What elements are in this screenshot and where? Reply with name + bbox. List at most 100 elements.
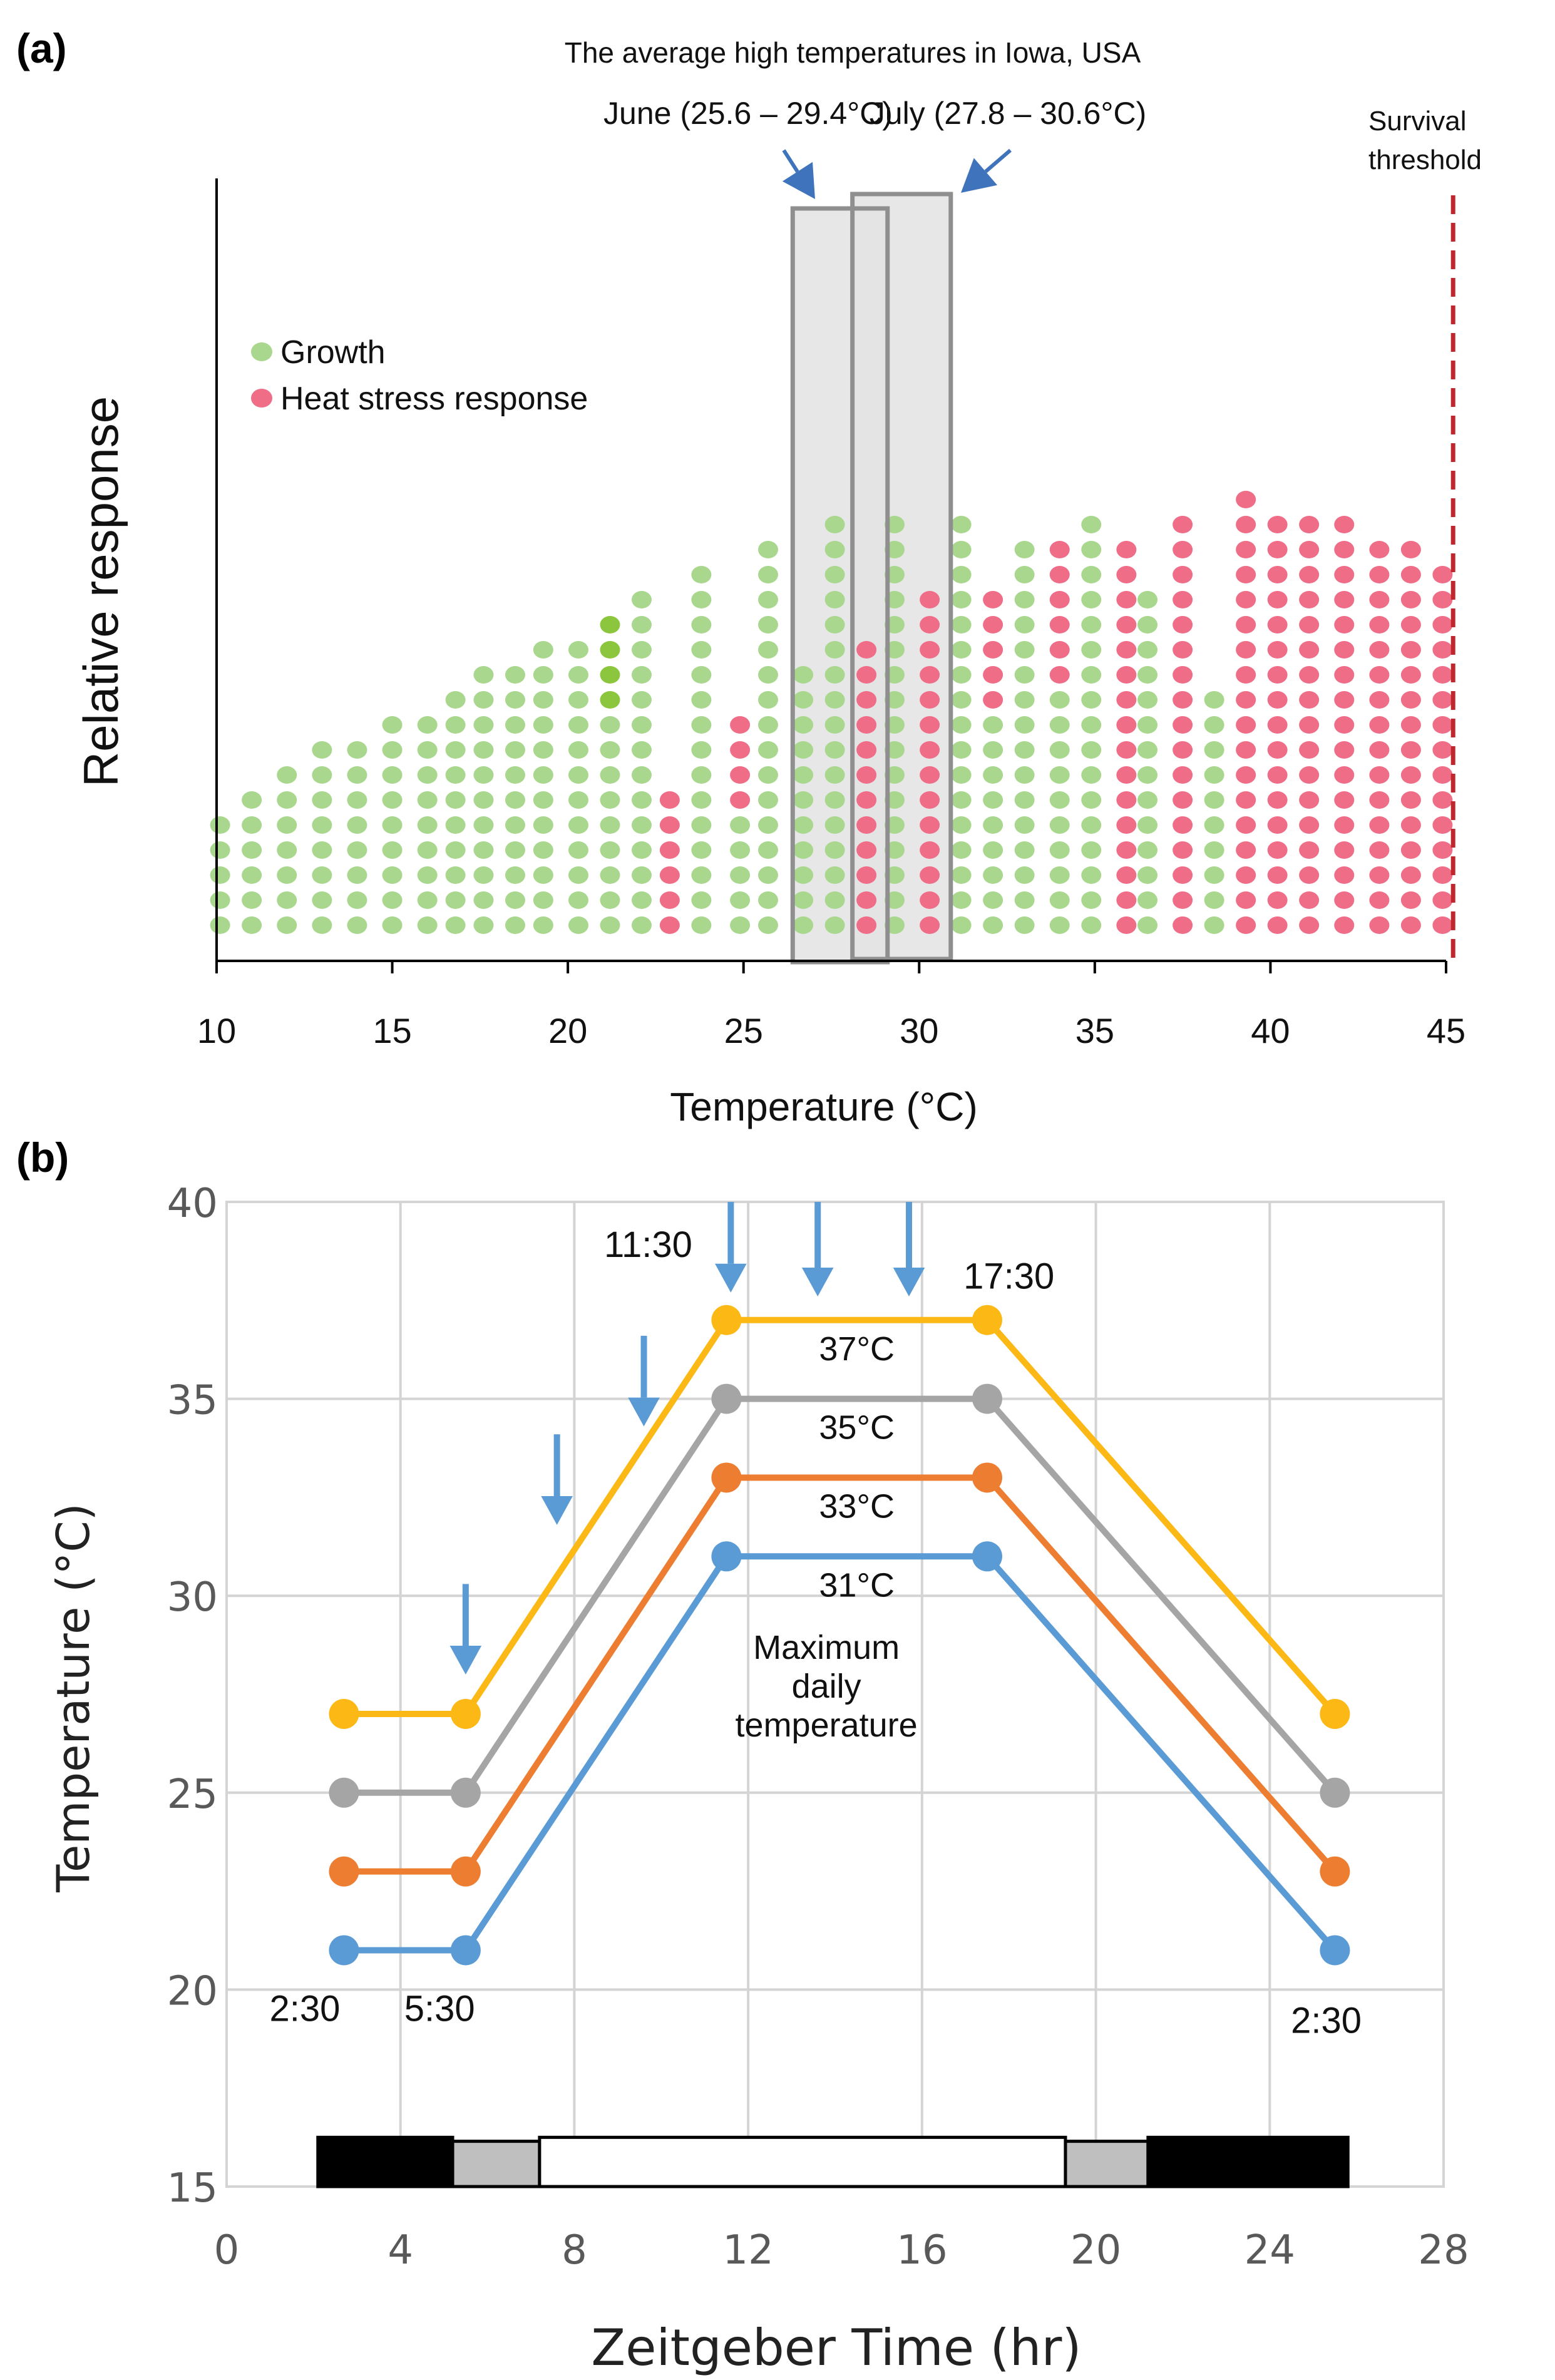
growth-dot <box>1014 541 1035 558</box>
growth-dot <box>1137 741 1158 759</box>
growth-dot <box>382 766 403 784</box>
growth-dot <box>568 716 588 734</box>
growth-dot <box>312 866 332 884</box>
heat-dot <box>730 766 751 784</box>
growth-dot <box>347 766 367 784</box>
growth-dot <box>1014 666 1035 684</box>
growth-dot <box>568 916 588 934</box>
heat-dot <box>1116 641 1137 659</box>
growth-dot <box>1081 816 1102 834</box>
growth-dot <box>983 841 1003 859</box>
heat-dot <box>1299 616 1320 633</box>
series-point <box>450 1935 481 1966</box>
july-label: July (27.8 – 30.6°C) <box>870 96 1146 131</box>
growth-dot <box>505 816 525 834</box>
growth-dot <box>757 541 778 558</box>
sampling-arrow-head <box>715 1263 747 1293</box>
heat-dot <box>856 641 877 659</box>
growth-dot <box>824 616 845 633</box>
heat-dot <box>856 691 877 709</box>
x-tick-label: 24 <box>1245 2227 1295 2274</box>
growth-dot <box>568 841 588 859</box>
heat-dot <box>1236 641 1256 659</box>
heat-dot <box>983 666 1003 684</box>
heat-dot <box>1299 591 1320 608</box>
june-arrow-shaft <box>782 149 799 173</box>
growth-dot <box>1137 616 1158 633</box>
growth-dot <box>730 866 751 884</box>
growth-dot <box>824 841 845 859</box>
growth-dot <box>505 691 525 709</box>
heat-dot <box>1400 741 1421 759</box>
growth-dot <box>1014 816 1035 834</box>
heat-dot <box>1334 816 1355 834</box>
growth-dot <box>1204 816 1224 834</box>
heat-dot <box>1299 916 1320 934</box>
series-point <box>450 1698 481 1729</box>
dot-columns <box>210 491 1453 934</box>
growth-dot <box>691 791 712 809</box>
growth-dot <box>568 891 588 909</box>
sampling-arrow-head <box>541 1495 573 1525</box>
heat-dot <box>1116 591 1137 608</box>
growth-dot <box>417 716 438 734</box>
growth-dot <box>824 566 845 583</box>
growth-dot <box>473 816 494 834</box>
growth-dot <box>951 891 972 909</box>
x-tick-label: 4 <box>387 2227 413 2274</box>
growth-dot <box>417 816 438 834</box>
heat-dot <box>1299 766 1320 784</box>
growth-dot <box>983 741 1003 759</box>
growth-dot <box>533 641 553 659</box>
growth-dot <box>1049 741 1070 759</box>
heat-dot <box>920 791 940 809</box>
growth-dot <box>1049 766 1070 784</box>
x-tick-label: 35 <box>1075 1011 1114 1050</box>
growth-dot <box>277 766 297 784</box>
growth-dot <box>1049 716 1070 734</box>
y-tick-label: 25 <box>167 1772 218 1818</box>
growth-dot <box>951 666 972 684</box>
threshold-label-line2: threshold <box>1368 145 1482 175</box>
growth-dot <box>277 891 297 909</box>
growth-dot <box>983 916 1003 934</box>
heat-dot <box>1173 766 1193 784</box>
growth-dot <box>631 816 652 834</box>
growth-dot <box>473 716 494 734</box>
heat-dot <box>1334 516 1355 533</box>
heat-dot <box>1267 716 1288 734</box>
growth-dot <box>1049 841 1070 859</box>
growth-dot <box>505 741 525 759</box>
x-ticks: 0 4 8 12 16 20 24 28 <box>214 2227 1469 2274</box>
growth-dot <box>757 866 778 884</box>
heat-dot <box>1400 716 1421 734</box>
heat-dot <box>1400 816 1421 834</box>
growth-dot <box>445 916 466 934</box>
growth-dot <box>631 766 652 784</box>
heat-dot <box>1116 891 1137 909</box>
heat-dot <box>659 816 680 834</box>
legend-growth-marker <box>251 342 272 361</box>
series-point <box>329 1777 359 1808</box>
growth-dot <box>1081 766 1102 784</box>
photoperiod-dim <box>451 2140 541 2188</box>
x-axis-label: Temperature (°C) <box>670 1084 978 1129</box>
heat-dot <box>1334 641 1355 659</box>
heat-dot <box>920 891 940 909</box>
growth-dot <box>1014 791 1035 809</box>
growth-dot <box>631 791 652 809</box>
growth-dot <box>1014 841 1035 859</box>
heat-dot <box>1334 841 1355 859</box>
growth-dot <box>210 891 230 909</box>
photoperiod-dark <box>1146 2135 1350 2188</box>
month-box-outline-1 <box>850 192 953 962</box>
growth-dot <box>1204 716 1224 734</box>
heat-dot <box>1267 641 1288 659</box>
growth-dot <box>631 666 652 684</box>
heat-dot <box>1299 666 1320 684</box>
x-tick-label: 15 <box>372 1011 411 1050</box>
series-point <box>329 1935 359 1966</box>
growth-dot <box>600 791 620 809</box>
growth-dot <box>600 741 620 759</box>
heat-dot <box>920 866 940 884</box>
